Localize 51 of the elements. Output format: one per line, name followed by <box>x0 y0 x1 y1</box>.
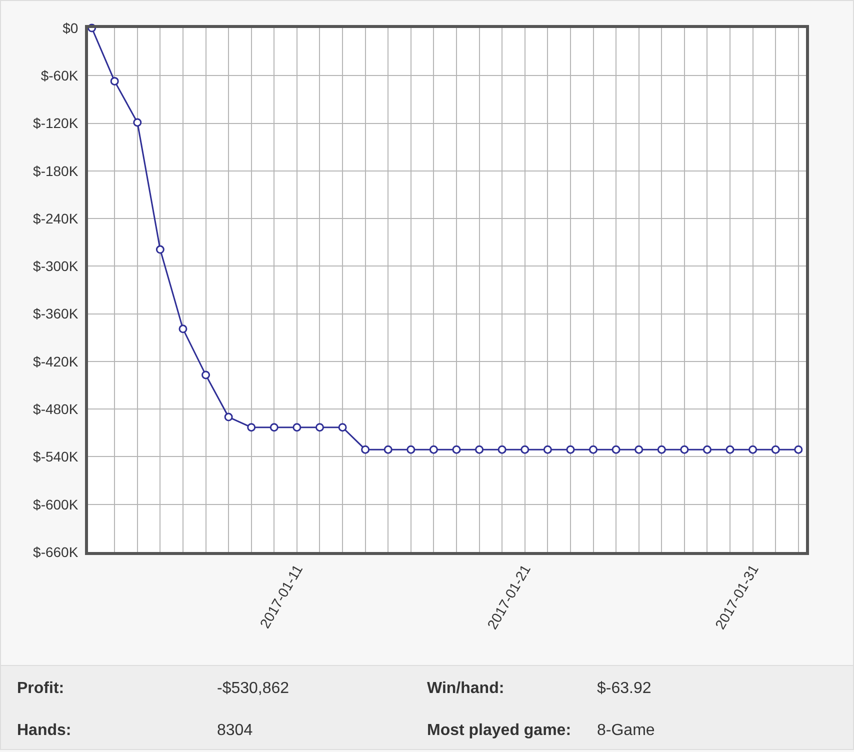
y-tick-label: $-420K <box>33 353 79 370</box>
point <box>498 445 506 454</box>
point <box>726 445 734 454</box>
point <box>202 370 210 380</box>
point <box>589 445 598 454</box>
point <box>338 423 347 432</box>
y-tick-label: $-600K <box>33 496 79 512</box>
y-tick-label: $-360K <box>33 306 79 322</box>
point <box>361 445 370 454</box>
point <box>634 445 644 454</box>
y-tick-label: $-240K <box>33 210 79 226</box>
point <box>315 423 324 432</box>
text: $-63.92 <box>597 680 652 699</box>
point <box>133 118 142 127</box>
point <box>247 423 256 432</box>
y-tick-label: $-660K <box>33 544 79 560</box>
point <box>680 445 689 454</box>
point <box>429 445 438 454</box>
text: Win/hand: <box>427 680 506 699</box>
text: Hands: <box>17 722 72 740</box>
point <box>543 445 552 454</box>
point <box>702 445 712 454</box>
point <box>475 445 484 454</box>
y-tick-label: $-120K <box>33 115 79 132</box>
text: 8304 <box>217 722 254 740</box>
point <box>270 423 278 432</box>
y-tick-label: $-180K <box>33 162 79 179</box>
point <box>384 445 392 454</box>
point <box>566 445 575 454</box>
y-tick-label: $0 <box>62 20 78 36</box>
y-tick-label: $-60K <box>40 68 79 84</box>
point <box>110 76 119 86</box>
point <box>520 445 530 454</box>
point <box>657 445 666 454</box>
point <box>178 324 188 334</box>
point <box>156 245 164 254</box>
y-tick-label: $-300K <box>33 258 79 274</box>
text: -$530,862 <box>217 680 290 699</box>
point <box>612 445 620 454</box>
text: Profit: <box>17 680 66 699</box>
point <box>452 445 461 454</box>
point <box>224 412 233 422</box>
point <box>771 445 780 454</box>
y-tick-label: $-540K <box>33 448 79 465</box>
point <box>406 445 416 454</box>
text: 8-Game <box>597 722 656 740</box>
y-tick-label: $-480K <box>33 400 79 417</box>
point <box>794 445 803 454</box>
point <box>748 445 758 454</box>
text: Most played game: <box>427 722 572 740</box>
point <box>292 423 302 432</box>
